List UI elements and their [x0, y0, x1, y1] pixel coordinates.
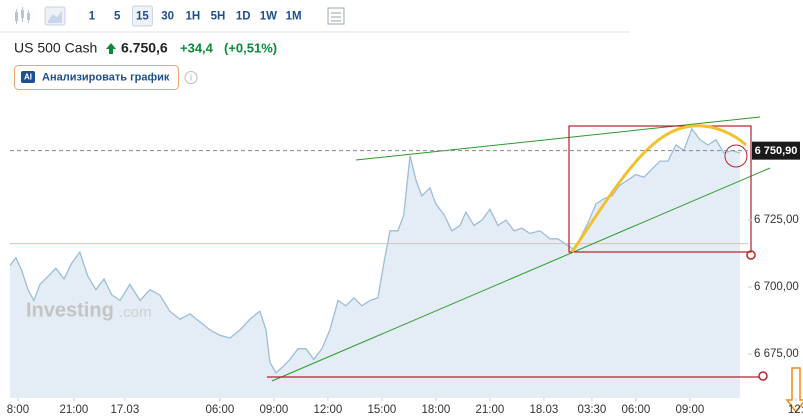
area-fill [10, 128, 740, 398]
y-tick-label: 6 725,00 [754, 214, 799, 226]
x-tick-label: 12:00 [313, 404, 342, 416]
x-tick-label: 09:00 [259, 404, 288, 416]
price-change-pct: (+0,51%) [224, 40, 277, 55]
trend-line [355, 116, 761, 161]
interval-button[interactable]: 5H [211, 11, 226, 23]
annotations [267, 116, 803, 414]
handle [746, 250, 756, 260]
ai-badge: AI [24, 73, 32, 82]
instrument-name: US 500 Cash [14, 40, 97, 56]
x-tick-label: 12: [788, 404, 803, 416]
instrument-price: 6.750,6 [121, 40, 168, 56]
x-tick-label: 21:00 [60, 404, 89, 416]
x-tick-label: 17.03 [110, 404, 139, 416]
plot-area [9, 127, 748, 398]
y-tick-label: 6 675,00 [754, 348, 799, 360]
x-tick-label: 15:00 [367, 404, 396, 416]
ai-button-label: Анализировать график [42, 71, 170, 83]
interval-button[interactable]: 5 [114, 11, 121, 23]
watermark-brand: Investing [26, 299, 114, 321]
info-icon[interactable]: i [184, 71, 198, 84]
x-tick-label: 03:30 [578, 404, 607, 416]
curve [570, 124, 748, 253]
y-tick-label: 6 700,00 [754, 281, 799, 293]
circle-mark [724, 144, 748, 168]
layout-icon[interactable] [327, 7, 345, 25]
x-tick-label: 06:00 [205, 404, 234, 416]
x-tick-label: 06:00 [621, 404, 650, 416]
x-tick-label: 18.03 [529, 404, 558, 416]
area-icon[interactable] [44, 6, 66, 26]
interval-button[interactable]: 1D [236, 11, 251, 23]
down-arrow [785, 367, 803, 414]
interval-button[interactable]: 1 [89, 11, 96, 23]
x-tick-label: 09:00 [675, 404, 704, 416]
interval-button[interactable]: 1H [185, 11, 200, 23]
interval-button[interactable]: 15 [136, 11, 149, 23]
price-line [9, 127, 741, 374]
interval-button[interactable]: 1W [260, 11, 277, 23]
up-arrow [106, 43, 116, 54]
ai-button[interactable]: AI Анализировать график [14, 65, 179, 90]
handle [758, 371, 768, 381]
trend-line [271, 167, 771, 382]
candles-icon[interactable] [15, 7, 30, 24]
last-price-box [752, 141, 800, 160]
last-price-label: 6 750,90 [755, 145, 798, 157]
interval-button[interactable]: 1M [286, 11, 302, 23]
price-change: +34,4 [180, 40, 214, 55]
x-tick-label: 8:00 [7, 404, 29, 416]
watermark-suffix: .com [119, 304, 152, 321]
interval-button[interactable]: 30 [161, 11, 174, 23]
highlight-box [568, 125, 752, 253]
interval-selected [131, 5, 153, 27]
x-tick-label: 21:00 [475, 404, 504, 416]
svg-text:i: i [190, 72, 192, 82]
x-tick-label: 18:00 [421, 404, 450, 416]
